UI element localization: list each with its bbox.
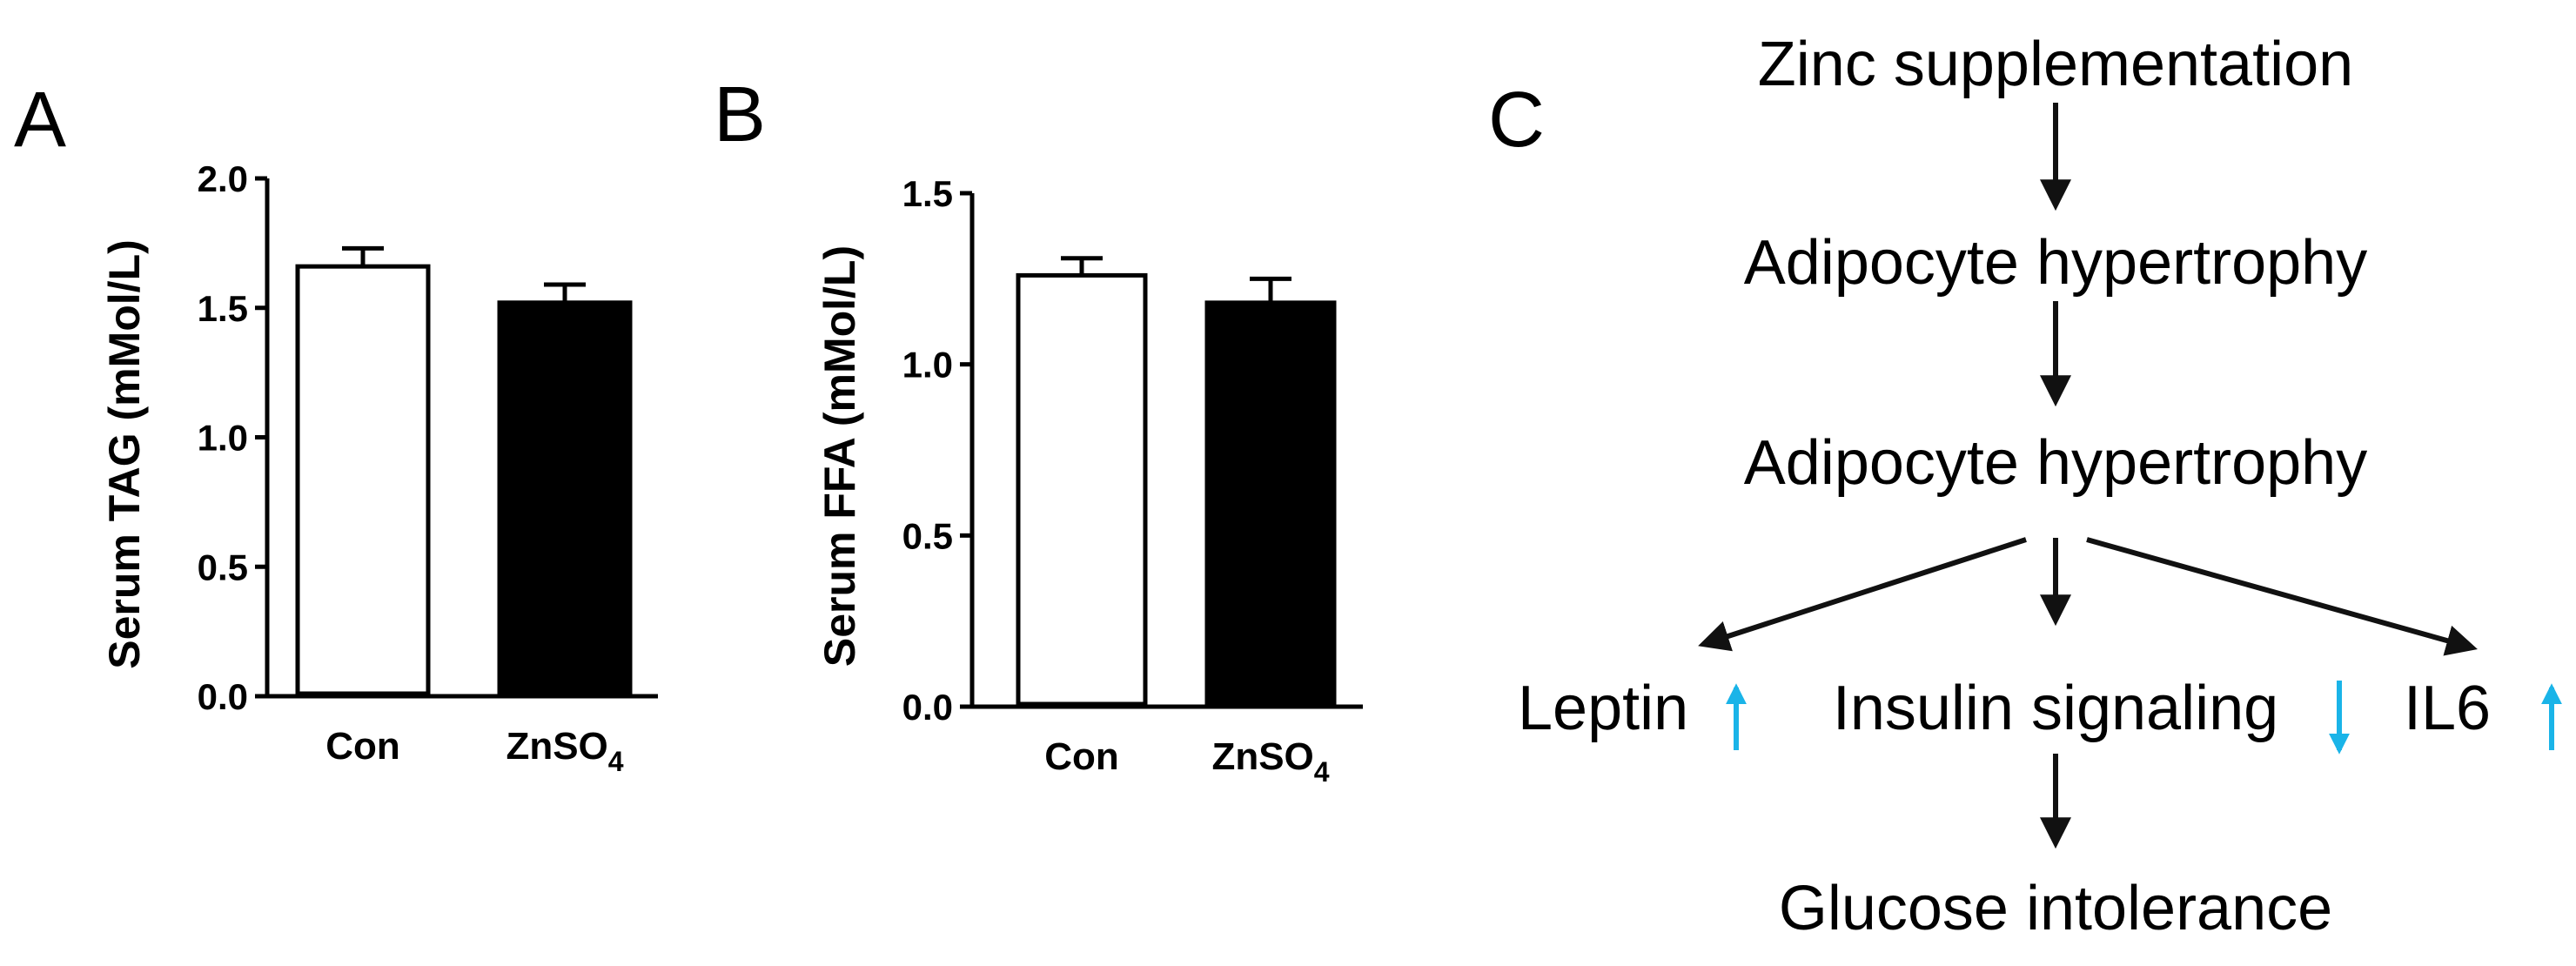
- panel-label-b: B: [714, 71, 766, 158]
- panel-label-c: C: [1488, 77, 1545, 164]
- chart-a-y-axis-label: Serum TAG (mMol/L): [100, 239, 149, 669]
- chart-b-x-tick-label: Con: [1044, 735, 1119, 778]
- node-zinc-supplementation: Zinc supplementation: [1758, 30, 2353, 99]
- chart-b-x-tick-label: ZnSO4: [1211, 735, 1329, 788]
- chart-b-y-tick-label: 0.0: [902, 687, 953, 728]
- panel-label-a: A: [14, 77, 66, 164]
- chart-a-y-tick-label: 0.0: [198, 676, 248, 717]
- arrow-to-leptin: [1698, 537, 2027, 652]
- node-adipocyte-hypertrophy-1: Adipocyte hypertrophy: [1744, 228, 2367, 298]
- chart-b-y-tick-label: 0.5: [902, 515, 953, 556]
- chart-a-y-tick-label: 2.0: [198, 158, 248, 199]
- node-il6: IL6: [2404, 674, 2491, 743]
- arrow-to-il6: [2086, 537, 2478, 656]
- chart-a: Serum TAG (mMol/L) 0.0 0.5 1.0 1.5 2.0 Con ZnS…: [100, 158, 658, 777]
- chart-b-bar: [1016, 272, 1148, 707]
- node-adipocyte-hypertrophy-2: Adipocyte hypertrophy: [1744, 428, 2367, 498]
- chart-a-x-tick-label: Con: [325, 725, 400, 768]
- chart-b-bar: [1204, 300, 1337, 707]
- chart-a-y-tick-label: 1.0: [198, 418, 248, 459]
- chart-a-y-tick-label: 0.5: [198, 547, 248, 587]
- chart-a-y-tick-label: 1.5: [198, 288, 248, 329]
- chart-b-y-axis-label: Serum FFA (mMol/L): [815, 245, 864, 667]
- chart-b-y-tick-label: 1.0: [902, 345, 953, 386]
- node-leptin: Leptin: [1518, 674, 1688, 743]
- chart-b-y-tick-label: 1.5: [902, 173, 953, 214]
- chart-a-bar: [497, 300, 633, 696]
- chart-a-x-tick-label: ZnSO4: [506, 725, 623, 777]
- node-insulin-signaling: Insulin signaling: [1833, 674, 2278, 743]
- chart-b: Serum FFA (mMol/L) 0.0 0.5 1.0 1.5 Con ZnSO4: [815, 173, 1363, 788]
- node-glucose-intolerance: Glucose intolerance: [1779, 874, 2332, 943]
- flow-diagram: Zinc supplementation Adipocyte hypertrop…: [1518, 30, 2562, 943]
- chart-a-bar: [295, 264, 431, 696]
